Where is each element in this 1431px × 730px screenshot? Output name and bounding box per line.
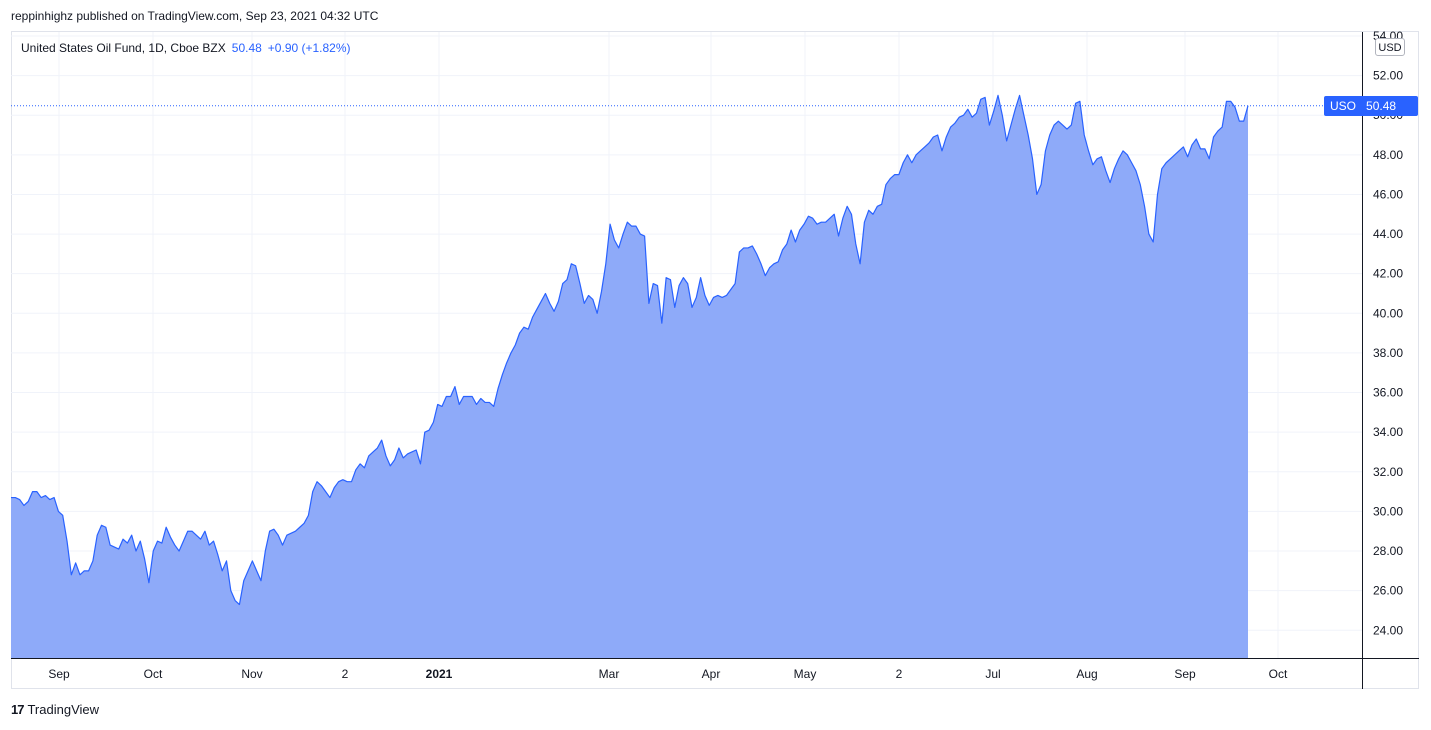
x-tick-label: Aug (1076, 667, 1097, 681)
y-tick-label: 46.00 (1373, 187, 1403, 201)
x-tick-label: Jul (985, 667, 1000, 681)
y-tick-label: 28.00 (1373, 544, 1403, 558)
y-tick-label: 40.00 (1373, 306, 1403, 320)
y-tick-label: 26.00 (1373, 584, 1403, 598)
publish-info: reppinhighz published on TradingView.com… (11, 9, 379, 23)
y-axis-ticks: 24.00 26.00 28.00 30.00 32.00 34.00 36.00 38.00… (1373, 29, 1403, 637)
x-tick-label: May (794, 667, 817, 681)
y-tick-label: 52.00 (1373, 69, 1403, 83)
y-tick-label: 42.00 (1373, 267, 1403, 281)
x-tick-label: Mar (599, 667, 620, 681)
legend-change: +0.90 (+1.82%) (267, 41, 351, 55)
x-tick-label: Oct (144, 667, 163, 681)
y-tick-label: 32.00 (1373, 465, 1403, 479)
tradingview-brand: TradingView (27, 702, 100, 717)
last-price-value: 50.48 (1366, 98, 1397, 113)
y-tick-label: 24.00 (1373, 623, 1403, 637)
x-tick-label: 2021 (426, 667, 453, 681)
series-line (11, 94, 1249, 606)
symbol-legend[interactable]: United States Oil Fund, 1D, Cboe BZX 50.4… (21, 41, 351, 55)
last-price-symbol: USO (1330, 98, 1357, 113)
y-tick-label: 44.00 (1373, 227, 1403, 241)
tradingview-logo[interactable]: 17 TradingView (11, 702, 99, 717)
x-tick-label: Oct (1269, 667, 1288, 681)
x-tick-label: Apr (702, 667, 721, 681)
x-tick-label: Sep (1174, 667, 1196, 681)
y-tick-label: 36.00 (1373, 386, 1403, 400)
area-layer (11, 94, 1362, 658)
area-fill (11, 95, 1248, 658)
y-tick-label: 30.00 (1373, 504, 1403, 518)
axes (11, 32, 1419, 689)
x-tick-label: 2 (896, 667, 903, 681)
legend-price: 50.48 (231, 41, 262, 55)
x-tick-label: Sep (48, 667, 70, 681)
chart-frame[interactable] (11, 31, 1419, 689)
y-tick-label: 38.00 (1373, 346, 1403, 360)
y-tick-label: 48.00 (1373, 148, 1403, 162)
instrument-label: United States Oil Fund, 1D, Cboe BZX (21, 41, 226, 55)
currency-selector[interactable]: USD (1375, 38, 1405, 56)
x-tick-label: Nov (241, 667, 262, 681)
x-tick-label: 2 (342, 667, 349, 681)
x-axis-ticks: Sep Oct Nov 2 2021 Mar Apr May 2 Jul Aug Sep Oct (48, 667, 1288, 681)
y-tick-label: 34.00 (1373, 425, 1403, 439)
last-price-tag: USO 50.48 (1324, 95, 1418, 116)
tradingview-logo-icon: 17 (11, 702, 25, 717)
